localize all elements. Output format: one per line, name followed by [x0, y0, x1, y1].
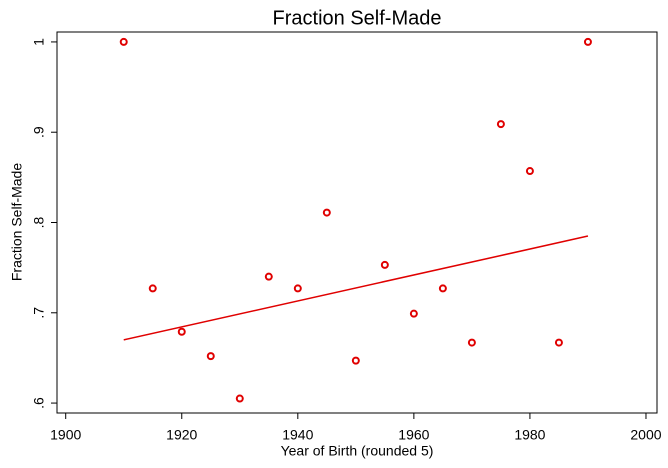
scatter-point	[322, 208, 331, 217]
scatter-point	[525, 167, 534, 176]
scatter-point	[235, 394, 244, 403]
scatter-point	[380, 260, 389, 269]
scatter-point	[583, 37, 592, 46]
scatter-point	[119, 37, 128, 46]
y-tick-label: .6	[31, 397, 47, 409]
y-tick-label: .7	[31, 307, 47, 319]
y-tick-label: 1	[31, 38, 47, 46]
x-tick-label: 1900	[50, 427, 81, 443]
scatter-point	[467, 338, 476, 347]
x-tick-label: 1940	[282, 427, 313, 443]
x-tick-label: 1980	[514, 427, 545, 443]
scatter-point	[496, 120, 505, 129]
scatter-point	[409, 309, 418, 318]
scatter-point	[293, 284, 302, 293]
chart-title: Fraction Self-Made	[273, 7, 442, 29]
x-tick-label: 1920	[166, 427, 197, 443]
x-tick-label: 2000	[630, 427, 661, 443]
y-tick-label: .8	[31, 216, 47, 228]
x-axis-label: Year of Birth (rounded 5)	[281, 443, 434, 459]
y-axis-label: Fraction Self-Made	[9, 163, 25, 281]
scatter-point	[264, 272, 273, 281]
scatter-point	[351, 356, 360, 365]
y-tick-label: .9	[31, 126, 47, 138]
scatter-point	[206, 352, 215, 361]
scatter-point	[148, 284, 157, 293]
scatter-point	[438, 284, 447, 293]
fit-line	[123, 235, 589, 341]
x-tick-label: 1960	[398, 427, 429, 443]
scatter-point	[554, 338, 563, 347]
scatter-point	[177, 327, 186, 336]
